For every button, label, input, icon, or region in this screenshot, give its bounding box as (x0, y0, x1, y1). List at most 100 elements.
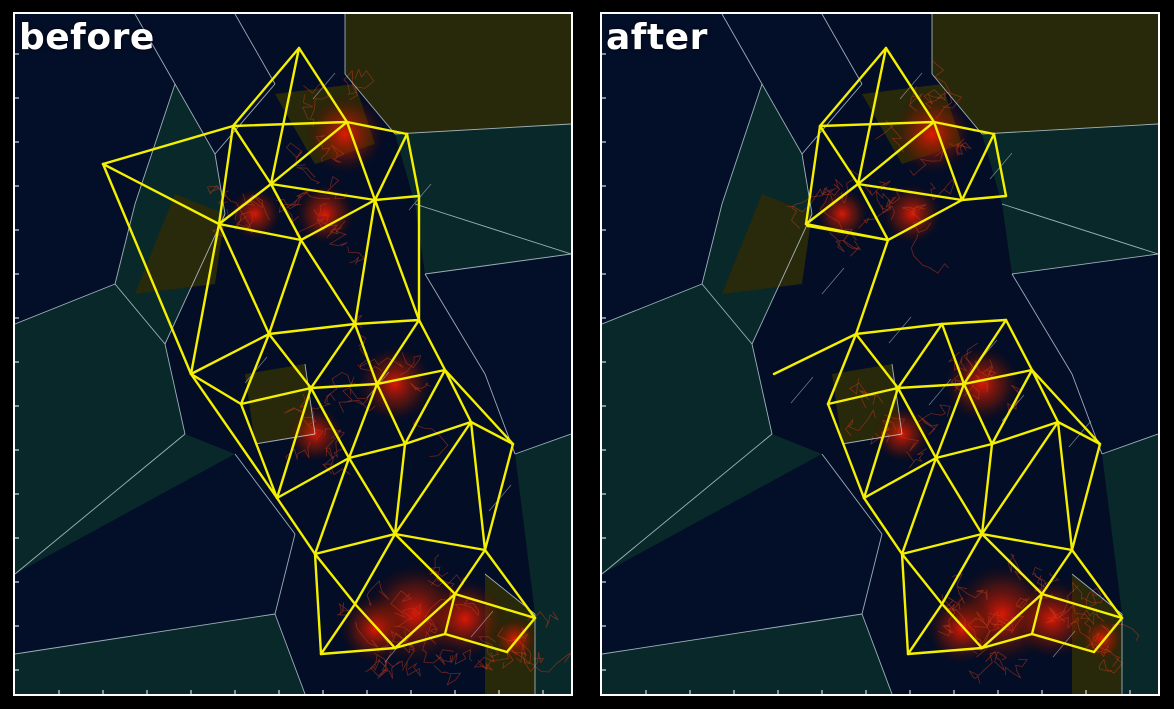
trajectory-path (985, 650, 1007, 671)
graph-edge (804, 124, 822, 226)
trajectory-path (988, 613, 1014, 631)
trajectory-path (948, 351, 968, 372)
graph-edge (896, 386, 938, 460)
graph-edge (393, 420, 473, 536)
graph-edge (231, 124, 273, 186)
voronoi-edge (931, 73, 983, 135)
trajectory-path (968, 651, 996, 684)
graph-edge (239, 386, 313, 406)
graph-edge (347, 382, 379, 460)
trajectory-path (1031, 574, 1048, 600)
trajectory-path (908, 85, 923, 112)
graph-edge (826, 332, 858, 406)
trajectory-path (1101, 623, 1140, 641)
trajectory-path (285, 442, 311, 460)
voronoi-edges (15, 14, 571, 694)
trajectory-path (1004, 659, 1028, 679)
graph-edge (940, 602, 984, 650)
trajectory-path (366, 580, 390, 606)
axis-ticks (15, 53, 544, 694)
trajectory-path (955, 138, 972, 156)
trajectory-path (1058, 604, 1105, 626)
trajectory-path (338, 376, 355, 413)
trajectory-path (1086, 587, 1102, 609)
voronoi-cell (602, 454, 882, 654)
graph-edge (960, 194, 1008, 202)
voronoi-cell (1012, 254, 1158, 454)
graph-edge (906, 602, 944, 656)
graph-edge (217, 182, 273, 226)
graph-edge (856, 46, 888, 186)
voronoi-edge (701, 283, 753, 345)
density-hotspot (944, 346, 1020, 422)
graph-edge (1092, 616, 1124, 654)
graph-edge (990, 368, 1034, 446)
graph-edge (313, 532, 397, 556)
trajectory-path (791, 186, 828, 229)
density-hotspots (816, 94, 1124, 664)
trajectory-path (497, 626, 529, 642)
trajectory-path (917, 404, 951, 423)
graph-edge (239, 332, 271, 406)
graph-edge (345, 120, 409, 136)
voronoi-edge (821, 14, 863, 85)
graph-edge (275, 496, 317, 556)
graph-edge (772, 332, 858, 376)
graph-edge (854, 238, 890, 336)
graph-edge (347, 442, 407, 460)
graph-edge (962, 368, 1034, 386)
graph-edge (393, 532, 487, 552)
graph-edges (101, 46, 537, 656)
trajectory-path (1072, 581, 1107, 604)
trajectory-path (435, 649, 454, 666)
graph-edge (269, 46, 301, 186)
graph-edge (962, 382, 994, 446)
graph-edge (886, 198, 964, 242)
trajectory-path (942, 624, 955, 634)
graph-edge (1030, 632, 1096, 654)
trajectory-path (349, 388, 376, 412)
graph-edge (319, 646, 397, 656)
trajectory-path (390, 590, 412, 619)
voronoi-cell (515, 434, 571, 694)
graph-edge (483, 442, 515, 552)
voronoi-edge (790, 376, 814, 404)
voronoi-edge (602, 433, 773, 575)
trajectory-path (909, 149, 944, 176)
graph-edge (101, 162, 221, 226)
graph-edge (405, 132, 421, 198)
voronoi-edge (1101, 433, 1158, 455)
trajectory-path (950, 374, 962, 392)
graph-edge (345, 120, 377, 202)
graph-edge (856, 182, 890, 242)
trajectory-path (312, 393, 336, 418)
voronoi-edge (1011, 253, 1158, 275)
trajectory-path (523, 652, 571, 673)
trajectory-path (399, 352, 422, 376)
graph-edge (393, 442, 407, 536)
voronoi-edge (15, 613, 276, 655)
voronoi-cell (425, 254, 571, 454)
graph-edge (900, 532, 984, 556)
graph-edge (297, 46, 349, 124)
trajectory-path (330, 144, 345, 163)
graph-edge (505, 616, 537, 654)
graph-edge (299, 198, 377, 242)
trajectory-path (343, 69, 359, 101)
graph-edge (934, 382, 966, 460)
voronoi-cell (1102, 434, 1158, 694)
voronoi-cell (15, 284, 235, 574)
graph-edge (980, 532, 1044, 596)
panel-before: before (13, 12, 573, 696)
graph-edge (940, 322, 966, 386)
trajectory-path (1050, 585, 1079, 623)
voronoi-edge (424, 273, 486, 375)
graph-edge (269, 182, 303, 242)
trajectory-path (315, 135, 331, 163)
graph-edge (896, 322, 944, 390)
graph-edges (772, 46, 1124, 656)
voronoi-cell (602, 614, 892, 694)
voronoi-edge (164, 343, 186, 435)
graph-edge (189, 222, 221, 376)
graph-edge (189, 372, 279, 500)
